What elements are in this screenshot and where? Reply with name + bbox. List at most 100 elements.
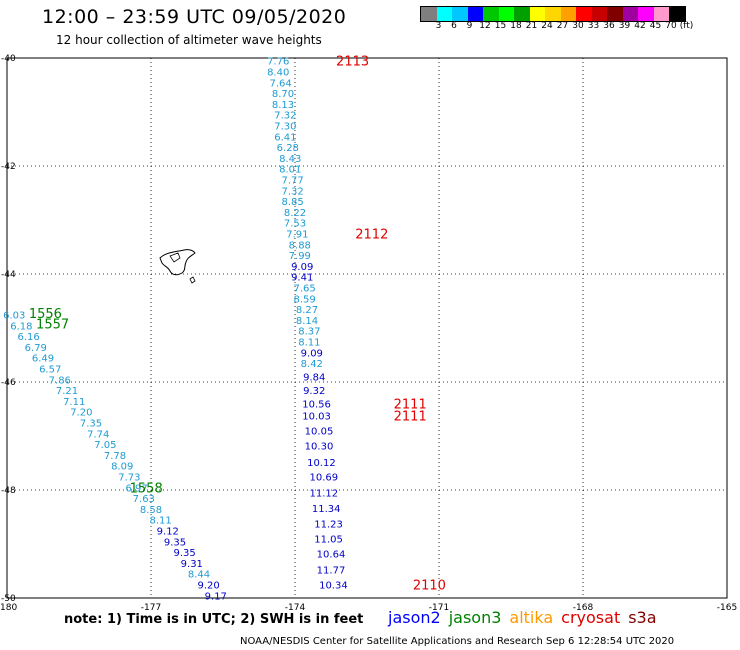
swh-value: 10.30 [305,442,334,453]
colorbar-swatch [436,7,452,21]
colorbar-label: 45 [649,21,662,31]
islet-shape [189,276,196,284]
colorbar-swatch [545,7,561,21]
map-note: note: 1) Time is in UTC; 2) SWH is in fe… [64,612,364,627]
y-tick-label: -40 [1,54,16,64]
swh-value: 7.76 [267,57,289,68]
x-tick-label: -168 [573,603,594,613]
colorbar-swatch [653,7,669,21]
colorbar-label: 36 [603,21,615,31]
swh-value: 7.63 [133,494,155,505]
swh-value: 6.18 [10,321,32,332]
swh-value: 9.09 [291,262,313,273]
y-tick-label: -46 [1,378,16,388]
swh-value: 10.12 [307,458,336,469]
swh-value: 11.77 [317,565,346,576]
island-shape-2 [169,252,181,263]
colorbar-label: (ft) [679,21,694,31]
colorbar-label: 18 [510,21,522,31]
colorbar-swatch [591,7,607,21]
swh-value: 8.42 [301,359,323,370]
swh-value: 8.27 [296,305,318,316]
colorbar-swatch [560,7,576,21]
swh-value: 9.09 [301,348,323,359]
time-label: 1556 [29,307,62,322]
swh-value: 9.41 [291,273,313,284]
legend-entry: altika [509,608,554,627]
swh-value: 7.73 [118,473,140,484]
swh-value: 8.14 [296,316,318,327]
colorbar-swatch [467,7,483,21]
swh-value: 11.05 [314,535,343,546]
colorbar-label: 42 [634,21,646,31]
swh-value: 8.13 [272,100,294,111]
swh-value: 8.85 [281,197,303,208]
map-subtitle: 12 hour collection of altimeter wave hei… [56,33,322,47]
swh-value: 7.32 [274,111,296,122]
swh-value: 7.21 [56,386,78,397]
colorbar-label: 9 [466,21,473,31]
colorbar-label: 70 [665,21,677,31]
swh-value: 6.16 [17,332,39,343]
swh-value: 7.30 [274,122,296,133]
x-tick-label: -174 [285,603,306,613]
colorbar-swatch [452,7,468,21]
swh-value: 9.12 [157,527,179,538]
swh-value: 6.79 [25,343,47,354]
colorbar-label: 33 [587,21,600,31]
swh-value: 8.40 [267,68,289,79]
colorbar-swatch [638,7,654,21]
swh-value: 8.44 [188,570,210,581]
swh-value: 6.41 [274,132,296,143]
colorbar-label: 12 [479,21,491,31]
legend-entry: jason3 [448,608,502,627]
legend-entry: cryosat [561,608,621,627]
colorbar-swatch [421,7,437,21]
island-shape [159,249,196,276]
time-label: 2111 [394,398,427,413]
swh-value: 8.43 [279,154,301,165]
colorbar-label: 39 [618,21,631,31]
swh-value: 8.37 [298,327,320,338]
swh-value: 8.11 [149,516,171,527]
colorbar-label: 27 [556,21,569,31]
swh-value: 7.05 [94,440,116,451]
swh-value: 10.64 [317,550,346,561]
swh-value: 6.03 [3,311,25,322]
swh-value: 10.34 [319,581,348,592]
legend-entry: s3a [628,608,657,627]
swh-value: 7.78 [104,451,126,462]
x-tick-label: -165 [717,603,737,613]
swh-value: 8.22 [284,208,306,219]
colorbar-swatch [622,7,638,21]
colorbar-swatch [576,7,592,21]
legend-entry: jason2 [388,608,441,627]
swh-value: 10.05 [305,427,334,438]
swh-value: 9.31 [181,559,203,570]
track-labels: 7.768.407.648.708.137.327.306.416.288.43… [3,57,348,603]
colorbar-swatch [514,7,530,21]
swh-value: 7.53 [284,219,306,230]
time-label: 2112 [355,228,388,243]
time-label: 1558 [130,481,163,496]
y-tick-label: -48 [1,486,16,496]
map-frame [6,57,728,599]
x-tick-label: -177 [141,603,161,613]
swh-value: 9.17 [205,591,227,602]
swh-value: 9.84 [303,373,325,384]
swh-value: 11.12 [309,489,338,500]
swh-value: 7.91 [286,230,308,241]
swh-value: 6.97 [125,483,147,494]
swh-value: 10.56 [302,400,331,411]
swh-value: 9.35 [173,548,195,559]
map-title: 12:00 – 23:59 UTC 09/05/2020 [42,6,347,28]
swh-value: 8.01 [279,165,301,176]
swh-value: 6.28 [277,143,299,154]
swh-value: 9.35 [164,537,186,548]
swh-value: 7.65 [293,284,315,295]
island-outline [159,249,196,284]
colorbar-swatch [607,7,623,21]
swh-value: 8.58 [140,505,162,516]
x-tick-label: -180 [0,603,17,613]
